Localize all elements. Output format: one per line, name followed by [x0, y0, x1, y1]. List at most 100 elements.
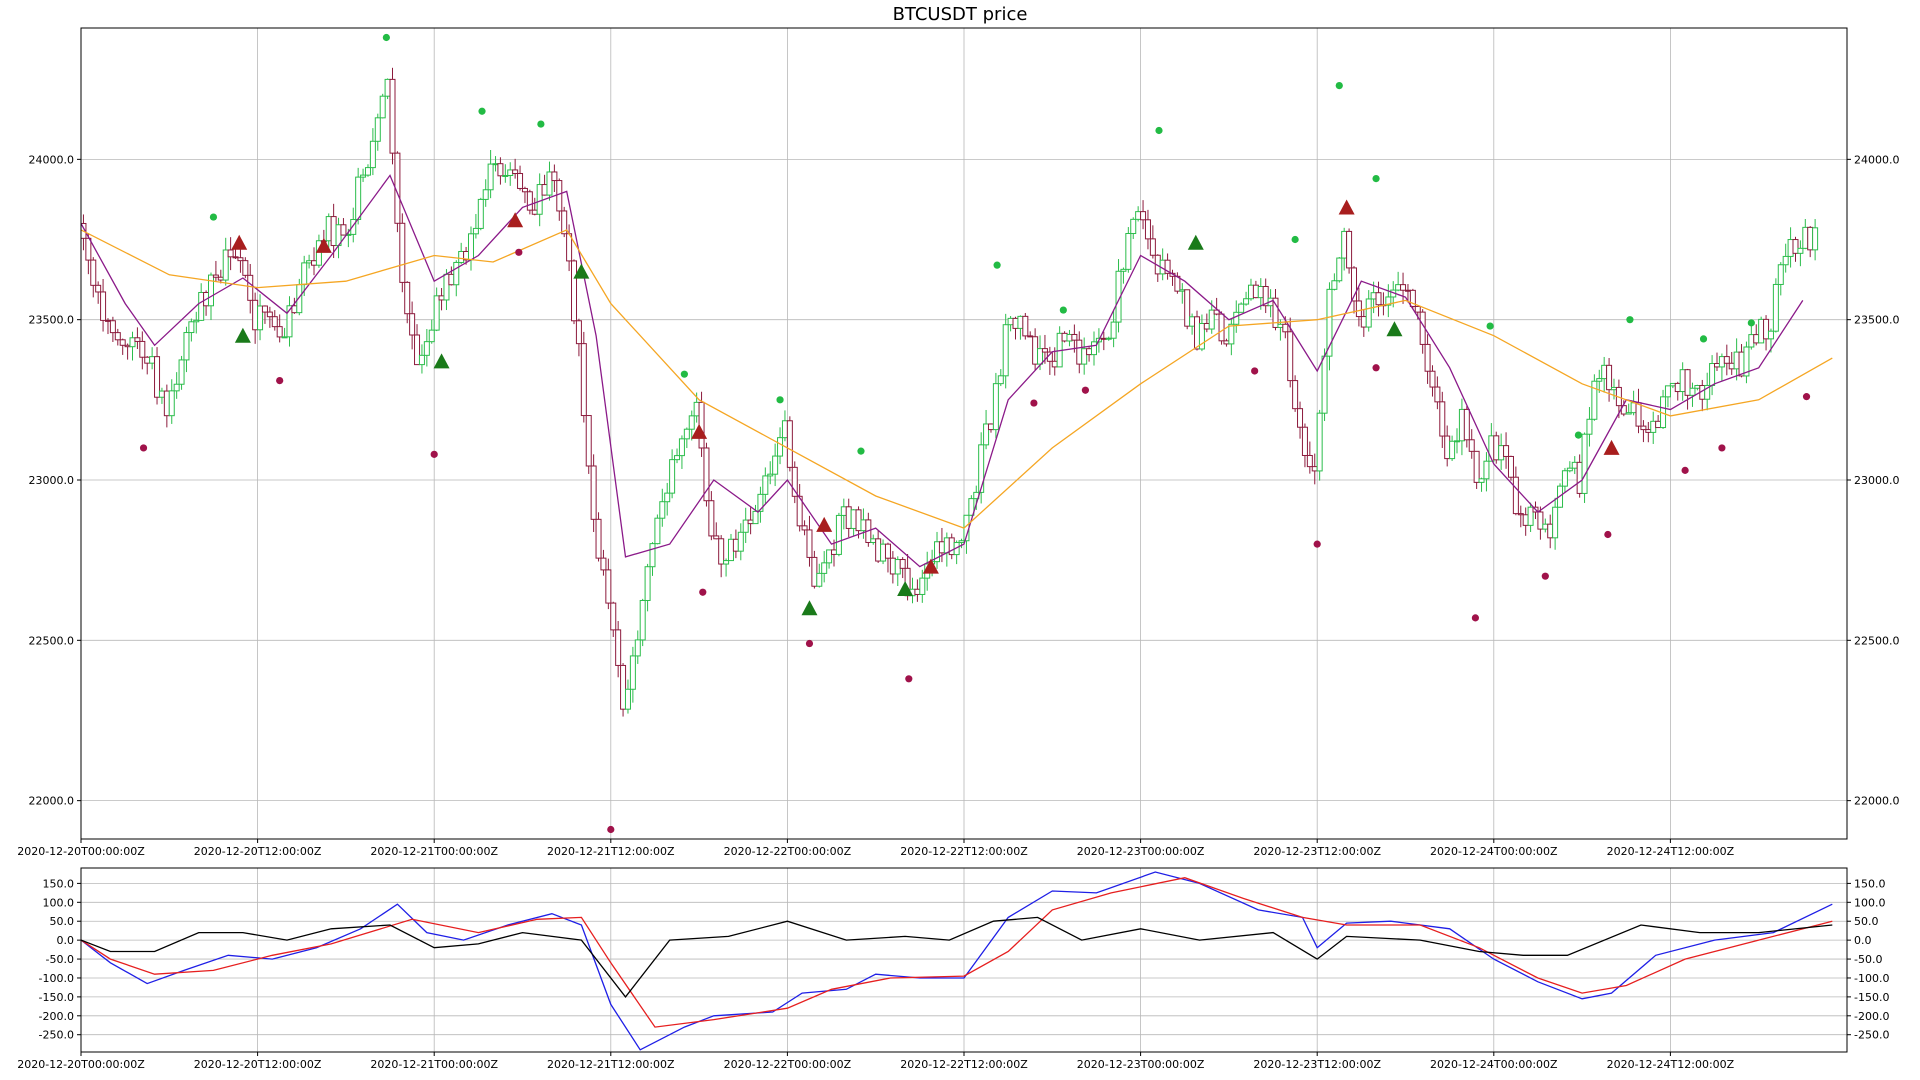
signal-dot: [382, 33, 390, 42]
signal-dot: [805, 639, 814, 648]
signal-dot: [1747, 319, 1755, 327]
candle-body: [561, 210, 568, 235]
candle-body: [556, 180, 563, 212]
candle-body: [1375, 292, 1382, 306]
y-tick-label-left: -250.0: [39, 1029, 74, 1042]
candle-body: [992, 383, 999, 431]
candle-body: [639, 599, 646, 641]
candle-body: [521, 187, 528, 193]
y-tick-label-left: -150.0: [39, 991, 74, 1004]
candle-body: [1458, 408, 1465, 442]
candle-body: [1184, 289, 1191, 327]
x-tick-label: 2020-12-22T12:00:00Z: [900, 1058, 1028, 1071]
candle-body: [1512, 476, 1519, 515]
candle-body: [1635, 402, 1642, 427]
candle-body: [217, 276, 224, 281]
candle-body: [732, 538, 739, 552]
candle-body: [987, 423, 994, 431]
candle-body: [1655, 420, 1662, 429]
series-line-1: [81, 229, 1833, 529]
candle-body: [1507, 455, 1514, 478]
x-tick-label: 2020-12-20T12:00:00Z: [194, 1058, 322, 1071]
y-tick-label-right: -250.0: [1854, 1029, 1889, 1042]
candle-body: [350, 218, 357, 235]
x-tick-label: 2020-12-21T00:00:00Z: [370, 1058, 498, 1071]
candle-body: [698, 401, 705, 449]
candle-body: [610, 602, 617, 631]
signal-dot: [1335, 82, 1343, 90]
y-tick-label-right: -200.0: [1854, 1010, 1889, 1023]
series-line-2: [81, 916, 1833, 998]
series-line-1: [81, 877, 1833, 1028]
candle-body: [90, 259, 97, 286]
candle-body: [1051, 360, 1058, 368]
signal-dot: [1372, 174, 1380, 183]
candle-body: [144, 356, 151, 364]
candle-body: [762, 475, 769, 495]
candle-body: [502, 174, 509, 177]
candle-body: [997, 375, 1004, 385]
candle-body: [605, 569, 612, 604]
x-tick-label: 2020-12-23T12:00:00Z: [1253, 1058, 1381, 1071]
candle-body: [134, 337, 141, 342]
candle-body: [212, 274, 219, 278]
candle-body: [1306, 454, 1313, 468]
candle-body: [1807, 226, 1814, 251]
candle-body: [674, 455, 681, 461]
signal-triangle: [816, 516, 833, 532]
x-tick-label: 2020-12-24T00:00:00Z: [1430, 845, 1558, 858]
plot-area: [81, 33, 1833, 834]
signal-dot: [209, 213, 218, 221]
candle-body: [1071, 333, 1078, 341]
candle-body: [100, 291, 107, 321]
candle-body: [1753, 334, 1760, 344]
candle-body: [1027, 335, 1034, 338]
signal-dot: [699, 588, 707, 596]
y-tick-label-left: 22500.0: [29, 634, 75, 647]
candle-body: [438, 295, 445, 301]
candle-body: [1326, 288, 1333, 357]
candle-body: [654, 517, 661, 545]
y-tick-label-right: 50.0: [1854, 915, 1879, 928]
candle-body: [1483, 460, 1490, 480]
x-tick-label: 2020-12-20T12:00:00Z: [194, 845, 322, 858]
y-tick-label-right: 24000.0: [1854, 153, 1900, 166]
x-tick-label: 2020-12-24T12:00:00Z: [1607, 845, 1735, 858]
candle-body: [1669, 382, 1676, 387]
x-tick-label: 2020-12-20T00:00:00Z: [17, 845, 145, 858]
y-tick-label-right: -100.0: [1854, 972, 1889, 985]
candle-body: [154, 356, 161, 398]
candle-body: [1400, 284, 1407, 291]
signal-dot: [1486, 322, 1494, 330]
candle-body: [1189, 316, 1196, 327]
candle-body: [173, 383, 180, 392]
y-tick-label-left: -100.0: [39, 972, 74, 985]
candle-body: [850, 509, 857, 529]
candle-body: [796, 495, 803, 527]
signal-dot: [1030, 399, 1038, 407]
y-tick-label-right: 100.0: [1854, 896, 1886, 909]
candle-body: [752, 510, 759, 525]
candle-body: [1194, 316, 1201, 350]
candle-body: [178, 359, 185, 385]
candle-body: [109, 320, 116, 334]
candle-body: [880, 543, 887, 562]
candle-body: [1547, 523, 1554, 539]
candle-body: [742, 519, 749, 533]
candle-body: [1542, 523, 1549, 530]
candle-body: [884, 543, 891, 559]
candle-body: [1287, 331, 1294, 382]
y-tick-label-left: 23000.0: [29, 474, 75, 487]
signal-triangle: [507, 212, 524, 228]
candle-body: [1081, 348, 1088, 365]
candle-body: [252, 299, 259, 331]
signal-triangle: [1187, 234, 1204, 250]
candle-body: [198, 291, 205, 321]
candle-body: [364, 167, 371, 176]
candle-body: [546, 171, 553, 196]
x-tick-label: 2020-12-20T00:00:00Z: [17, 1058, 145, 1071]
candle-body: [1684, 369, 1691, 396]
candle-body: [1767, 330, 1774, 340]
candle-body: [242, 260, 249, 276]
